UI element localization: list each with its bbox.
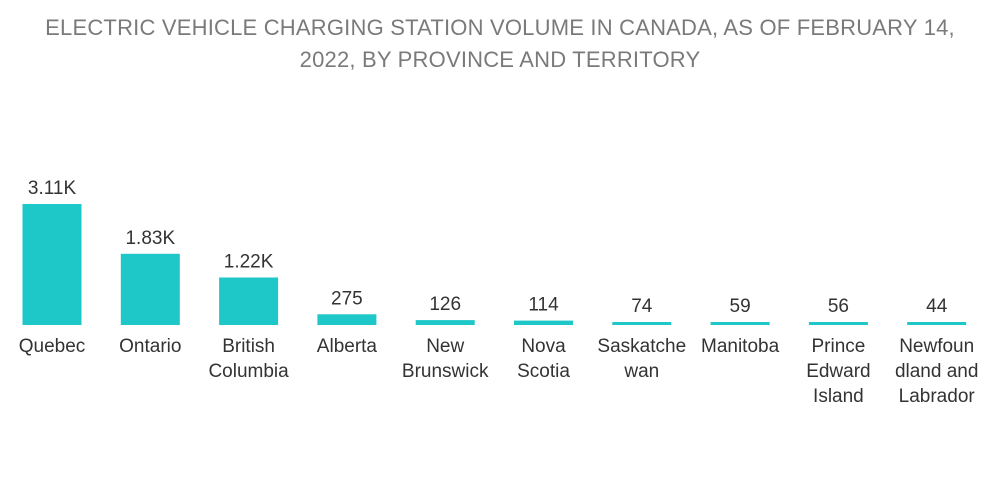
category-label-8-line-1: Edward [806,361,870,382]
category-label-3: Alberta [317,336,378,357]
category-label-9-line-0: Newfoun [899,336,974,357]
category-label-7: Manitoba [701,336,780,357]
category-label-9: Newfoun dland and Labrador [895,336,978,407]
value-labels-group: 3.11K 1.83K 1.22K 275 126 114 74 59 56 44 [28,178,948,317]
category-label-5: Nova Scotia [517,336,570,382]
bar-9 [907,322,967,325]
bar-2 [219,277,279,325]
category-label-2: British Columbia [208,336,289,382]
category-label-4-line-0: New [426,336,464,357]
category-label-5-line-0: Nova [521,336,566,357]
value-label-0: 3.11K [28,178,77,199]
value-label-2: 1.22K [224,252,274,273]
category-label-5-line-1: Scotia [517,361,570,382]
chart-title: ELECTRIC VEHICLE CHARGING STATION VOLUME… [0,12,1000,76]
category-label-8: Prince Edward Island [806,336,870,407]
category-label-0: Quebec [19,336,86,357]
value-label-4: 126 [429,294,461,315]
chart-title-line-1: ELECTRIC VEHICLE CHARGING STATION VOLUME… [45,15,955,40]
category-labels-group: Quebec Ontario British Columbia Alberta New Br… [19,336,979,407]
bar-3 [317,314,377,325]
category-label-9-line-2: Labrador [899,386,976,407]
category-label-1-line-0: Ontario [119,336,181,357]
value-label-3: 275 [331,288,363,309]
category-label-4: New Brunswick [402,336,489,382]
category-label-6-line-0: Saskatche [597,336,686,357]
category-label-4-line-1: Brunswick [402,361,489,382]
value-label-8: 56 [828,296,849,317]
chart-title-line-2: 2022, BY PROVINCE AND TERRITORY [299,47,701,72]
category-label-8-line-2: Island [813,386,864,407]
value-label-6: 74 [631,296,653,317]
category-label-6: Saskatche wan [597,336,686,382]
bar-7 [710,322,770,325]
category-label-7-line-0: Manitoba [701,336,780,357]
category-label-8-line-0: Prince [811,336,865,357]
bars-group [22,204,967,325]
category-label-1: Ontario [119,336,181,357]
category-label-0-line-0: Quebec [19,336,86,357]
bar-6 [612,322,672,325]
category-label-2-line-1: Columbia [208,361,289,382]
bar-1 [120,253,180,325]
category-label-3-line-0: Alberta [317,336,378,357]
category-label-2-line-0: British [222,336,275,357]
value-label-1: 1.83K [125,228,175,249]
value-label-7: 59 [730,296,751,317]
bar-8 [808,322,868,325]
value-label-5: 114 [528,295,559,316]
bar-0 [22,204,82,325]
bar-4 [415,320,475,325]
category-label-6-line-1: wan [623,361,659,382]
category-label-9-line-1: dland and [895,361,978,382]
bar-5 [514,320,573,325]
value-label-9: 44 [926,296,948,317]
